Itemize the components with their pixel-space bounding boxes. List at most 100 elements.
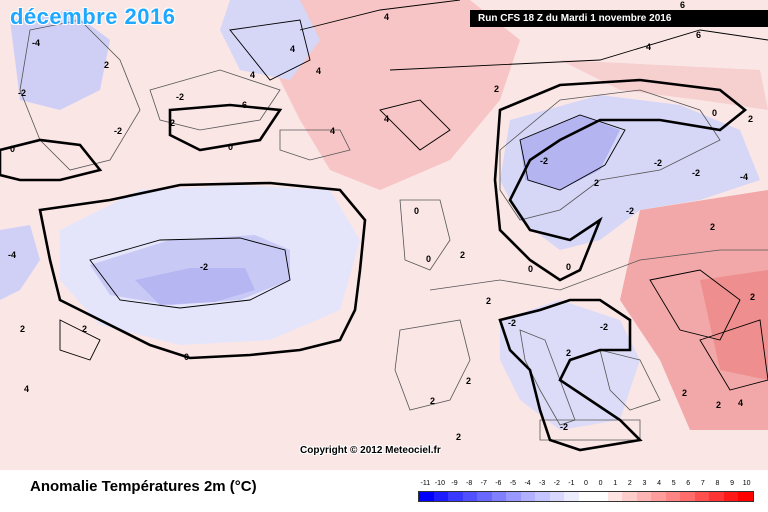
contour-label: -2	[654, 158, 662, 168]
contour-label: 0	[228, 142, 233, 152]
copyright-notice: Copyright © 2012 Meteociel.fr	[300, 445, 441, 456]
contour-label: 4	[290, 44, 295, 54]
contour-label: 4	[738, 398, 743, 408]
color-scale-tick: -10	[434, 480, 445, 487]
greenland-west-cold-anomaly	[10, 10, 110, 110]
atlantic-cold-anomaly-center	[135, 268, 255, 305]
color-scale-tick: 4	[657, 480, 661, 487]
contour-label: 6	[680, 0, 685, 10]
color-scale-tick: -4	[524, 480, 531, 487]
color-scale-swatch	[636, 492, 652, 501]
color-scale-swatch	[448, 492, 463, 501]
contour-label: 0	[10, 144, 15, 154]
color-scale-swatch	[738, 492, 753, 501]
greenland-cold-anomaly	[220, 0, 320, 80]
color-scale-bar	[418, 491, 754, 502]
color-scale-tick: 7	[700, 480, 705, 487]
color-scale-swatch	[680, 492, 695, 501]
arctic-warm-anomaly	[560, 60, 768, 110]
contour-label: 0	[712, 108, 717, 118]
color-scale-swatch	[622, 492, 637, 501]
contour-label: 2	[750, 292, 755, 302]
color-scale-tick: -11	[420, 480, 431, 487]
color-scale-swatch	[564, 492, 579, 501]
anomaly-contours	[59, 0, 768, 391]
contour-label: 2	[460, 250, 465, 260]
zero-contours	[0, 78, 748, 452]
contour-label: 2	[594, 178, 599, 188]
color-scale-tick: 10	[742, 480, 751, 487]
color-scale-tick: -5	[509, 480, 517, 487]
canada-east-cold-anomaly	[0, 225, 40, 300]
contour-label: 2	[104, 60, 109, 70]
contour-label: -2	[600, 322, 608, 332]
contour-label: 0	[528, 264, 533, 274]
contour-label: -2	[692, 168, 700, 178]
color-scale-tick: 2	[627, 480, 632, 487]
contour-label: 6	[242, 100, 247, 110]
contour-label: 4	[250, 70, 255, 80]
north-atlantic-warm-anomaly	[260, 0, 520, 190]
color-scale-swatch	[520, 492, 536, 501]
color-scale-swatch	[506, 492, 521, 501]
contour-label: -4	[32, 38, 40, 48]
color-scale-swatch	[665, 492, 681, 501]
color-scale-tick: 3	[642, 480, 647, 487]
contour-label: 0	[426, 254, 431, 264]
contour-label: 4	[384, 114, 389, 124]
coastlines	[19, 19, 768, 441]
contour-label: 0	[566, 262, 571, 272]
contour-label: 2	[748, 114, 753, 124]
color-scale-swatch	[651, 492, 666, 501]
contour-label: 4	[646, 42, 651, 52]
contour-label: -2	[176, 92, 184, 102]
contour-label: 2	[456, 432, 461, 442]
temperature-anomaly-map: -4 -2 2 6 -2 2 4 6 4 2 4 -2 2 0 -2 -4 -2…	[0, 0, 768, 470]
color-scale-swatch	[607, 492, 623, 501]
scandinavia-cold-anomaly-core	[520, 115, 620, 190]
color-scale-swatch	[419, 492, 434, 501]
map-title: décembre 2016	[10, 4, 176, 29]
color-scale-labels: -11 -10 -9 -8 -7 -6 -5 -4 -3 -2 -1 0 0 1 2 3 4 5 6 7 8 9 10	[418, 480, 754, 490]
contour-label: 4	[330, 126, 335, 136]
contour-label: 2	[430, 396, 435, 406]
color-scale-swatch	[549, 492, 565, 501]
color-scale-swatch	[578, 492, 594, 501]
color-scale-swatch	[433, 492, 449, 501]
color-scale-tick: 8	[715, 480, 720, 487]
contour-label: 0	[184, 352, 189, 362]
contour-label: 2	[20, 324, 25, 334]
contour-label: -2	[114, 126, 122, 136]
mediterranean-cold-anomaly	[500, 300, 640, 430]
color-scale-tick: -7	[480, 480, 487, 487]
color-scale-tick: 6	[686, 480, 691, 487]
run-info-banner: Run CFS 18 Z du Mardi 1 novembre 2016	[470, 10, 768, 27]
color-scale-tick: 9	[730, 480, 735, 487]
color-scale-tick: -1	[568, 480, 575, 487]
color-scale-tick: 5	[671, 480, 676, 487]
color-scale-tick: -3	[539, 480, 546, 487]
color-scale-tick: -9	[451, 480, 458, 487]
eastern-europe-strong-warm-anomaly	[700, 270, 768, 380]
contour-label: 2	[82, 324, 87, 334]
contour-label: 2	[710, 222, 715, 232]
color-scale-tick: 1	[613, 480, 618, 487]
contour-label: 4	[24, 384, 29, 394]
contour-label: -4	[8, 250, 16, 260]
color-scale-swatch	[491, 492, 507, 501]
contour-label: 4	[384, 12, 389, 22]
contour-label: -2	[18, 88, 26, 98]
color-scale-tick: -2	[553, 480, 560, 487]
contour-label: 6	[696, 30, 701, 40]
contour-label: 2	[494, 84, 499, 94]
contour-label: 2	[486, 296, 491, 306]
color-scale-tick: 0	[584, 480, 588, 487]
contour-label: -2	[626, 206, 634, 216]
variable-label: Anomalie Températures 2m (°C)	[30, 478, 257, 495]
color-scale-swatch	[694, 492, 710, 501]
color-scale-swatch	[723, 492, 739, 501]
contour-label: -2	[560, 422, 568, 432]
color-scale-swatch	[593, 492, 608, 501]
color-scale-swatch	[709, 492, 724, 501]
